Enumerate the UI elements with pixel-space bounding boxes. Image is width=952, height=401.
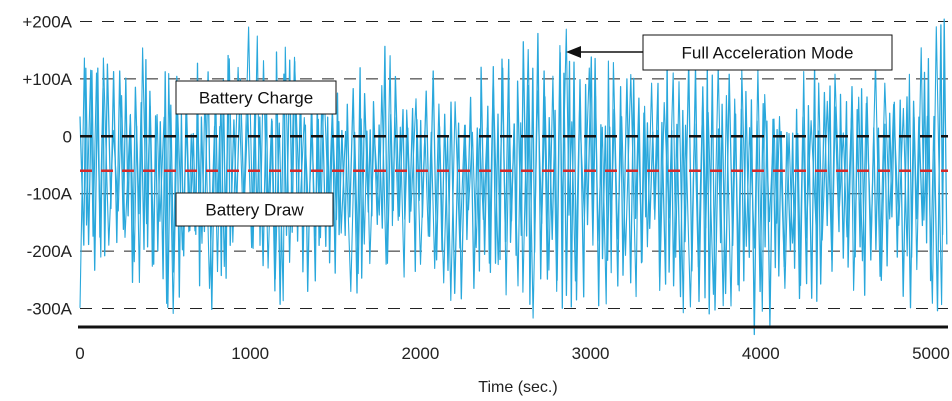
x-tick-label: 2000	[401, 344, 439, 363]
y-tick-label: -300A	[27, 300, 73, 319]
x-axis-title: Time (sec.)	[478, 379, 557, 396]
battery-charge-callout: Battery Charge	[175, 80, 337, 115]
x-tick-label: 1000	[231, 344, 269, 363]
x-tick-label: 0	[75, 344, 84, 363]
full-acceleration-label: Full Acceleration Mode	[682, 44, 854, 63]
x-tick-label: 3000	[572, 344, 610, 363]
x-tick-label: 5000	[912, 344, 950, 363]
y-tick-label: +200A	[22, 12, 72, 31]
y-tick-label: +100A	[22, 70, 72, 89]
y-tick-label: -200A	[27, 242, 73, 261]
y-tick-label: 0	[63, 127, 72, 146]
x-tick-labels: 0 1000 2000 3000 4000 5000	[75, 344, 950, 363]
current-signal-series	[79, 18, 948, 336]
reference-lines	[80, 135, 948, 172]
full-acceleration-box	[642, 34, 893, 71]
battery-draw-label: Battery Draw	[205, 201, 304, 220]
full-acceleration-callout: Full Acceleration Mode	[566, 34, 893, 71]
x-tick-label: 4000	[742, 344, 780, 363]
battery-draw-callout: Battery Draw	[175, 192, 334, 227]
battery-charge-label: Battery Charge	[199, 89, 313, 108]
arrow-left-icon	[566, 46, 581, 58]
y-tick-labels: +200A +100A 0 -100A -200A -300A	[22, 12, 72, 318]
battery-charge-box	[175, 80, 337, 115]
battery-draw-box	[175, 192, 334, 227]
y-tick-label: -100A	[27, 185, 73, 204]
signal-line-2	[79, 26, 945, 319]
